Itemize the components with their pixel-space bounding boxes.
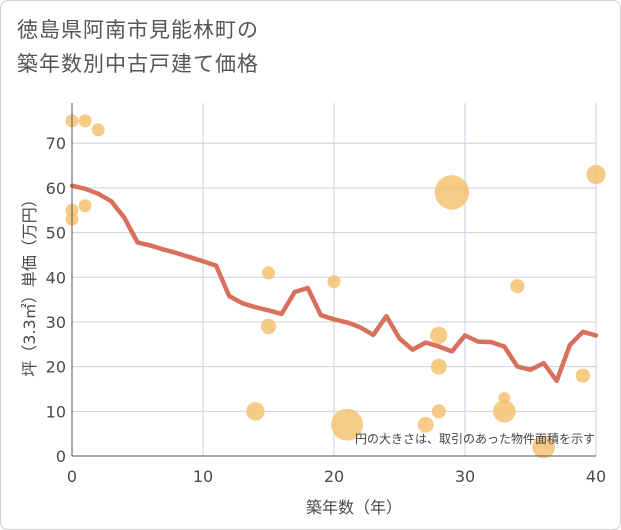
x-tick-label: 30 — [455, 467, 475, 486]
bubble-point — [586, 164, 606, 185]
bubble-size-note: 円の大きさは、取引のあった物件面積を示す — [355, 431, 595, 446]
x-axis-label: 築年数（年） — [306, 498, 402, 517]
bubble-point — [91, 123, 105, 137]
bubble-point — [498, 392, 511, 404]
y-tick-label: 10 — [46, 402, 66, 421]
y-tick-label: 20 — [46, 358, 66, 377]
x-tick-label: 0 — [67, 467, 77, 486]
bubble-series — [65, 114, 606, 459]
average-line-series — [69, 183, 599, 384]
bubble-point — [246, 402, 265, 421]
bubble-point — [78, 114, 92, 128]
bubble-point — [430, 326, 448, 345]
chart-title: 徳島県阿南市見能林町の 築年数別中古戸建て価格 — [17, 13, 259, 81]
bubble-point — [260, 318, 277, 335]
bubble-point — [431, 404, 446, 419]
y-tick-label: 40 — [46, 268, 66, 287]
bubble-point — [510, 279, 525, 294]
bubble-point — [532, 435, 555, 459]
bubble-point — [430, 358, 447, 375]
bubble-point — [331, 408, 363, 441]
bubble-point — [327, 275, 341, 289]
x-tick-label: 20 — [324, 467, 344, 486]
y-tick-label: 30 — [46, 313, 66, 332]
y-tick-label: 70 — [46, 134, 66, 153]
x-tick-label: 10 — [193, 467, 213, 486]
tick-labels: 0 10 20 30 40 50 60 70 0 10 20 30 40 — [46, 134, 607, 486]
chart-title-line-2: 築年数別中古戸建て価格 — [17, 52, 259, 76]
average-price-line — [69, 183, 599, 384]
x-tick-label: 40 — [586, 467, 606, 486]
y-tick-label: 0 — [56, 447, 66, 466]
chart-title-line-1: 徳島県阿南市見能林町の — [17, 18, 259, 42]
bubble-point — [493, 400, 516, 423]
bubble-point — [417, 416, 434, 433]
y-axis-label: 坪（3.3㎡）単価（万円） — [20, 191, 39, 376]
y-tick-label: 50 — [46, 224, 66, 243]
axes — [71, 103, 596, 457]
grid-lines — [72, 103, 597, 456]
bubble-point — [78, 199, 92, 213]
bubble-point — [262, 266, 275, 280]
bubble-point — [434, 175, 470, 210]
y-tick-label: 60 — [46, 179, 66, 198]
bubble-point — [575, 368, 591, 383]
